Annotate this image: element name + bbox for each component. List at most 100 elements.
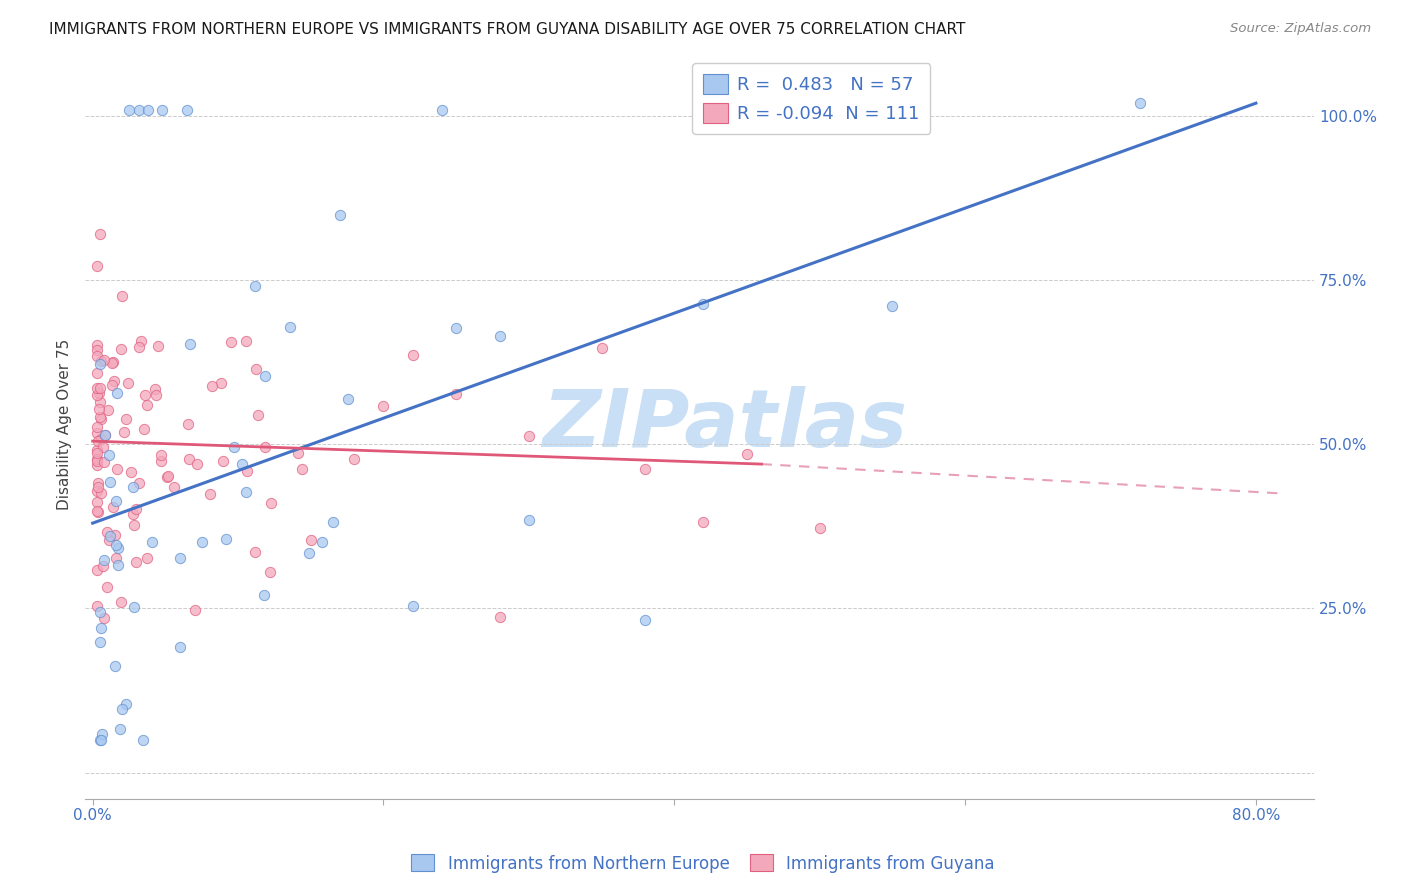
Point [401, 599, 423, 613]
Point [86, 504, 108, 518]
Point [1129, 96, 1152, 111]
Point [117, 376, 139, 390]
Point [86, 452, 108, 467]
Point [201, 379, 224, 393]
Point [98, 475, 121, 489]
Point [93, 553, 115, 567]
Point [231, 458, 253, 472]
Point [243, 545, 266, 559]
Point [882, 299, 904, 313]
Point [135, 398, 157, 412]
Point [93, 611, 115, 625]
Text: ZIPatlas: ZIPatlas [541, 385, 907, 464]
Point [517, 513, 540, 527]
Point [91, 727, 114, 741]
Point [186, 457, 208, 471]
Point [96, 580, 118, 594]
Point [103, 374, 125, 388]
Point [86, 495, 108, 509]
Point [692, 297, 714, 311]
Point [444, 321, 467, 335]
Y-axis label: Disability Age Over 75: Disability Age Over 75 [58, 339, 72, 510]
Point [111, 288, 134, 302]
Point [89, 732, 111, 747]
Point [247, 408, 270, 422]
Point [259, 566, 281, 580]
Point [107, 558, 129, 573]
Point [245, 361, 267, 376]
Point [86, 443, 108, 458]
Point [235, 485, 257, 500]
Point [89, 357, 111, 371]
Point [184, 603, 207, 617]
Point [125, 501, 148, 516]
Point [86, 420, 108, 434]
Point [245, 278, 267, 293]
Point [86, 505, 108, 519]
Point [124, 517, 146, 532]
Point [212, 454, 235, 468]
Point [98, 448, 121, 462]
Point [120, 465, 142, 479]
Point [86, 454, 108, 468]
Point [104, 528, 127, 542]
Point [90, 486, 112, 500]
Point [101, 500, 124, 514]
Point [634, 462, 657, 476]
Text: Source: ZipAtlas.com: Source: ZipAtlas.com [1230, 22, 1371, 36]
Point [105, 462, 128, 476]
Point [155, 470, 177, 484]
Point [128, 340, 150, 354]
Point [179, 452, 201, 467]
Point [132, 732, 155, 747]
Point [89, 410, 111, 425]
Point [236, 464, 259, 478]
Point [86, 343, 108, 358]
Point [808, 521, 831, 535]
Point [190, 534, 212, 549]
Point [591, 341, 613, 355]
Point [253, 589, 276, 603]
Point [401, 348, 423, 362]
Point [86, 484, 108, 499]
Point [692, 515, 714, 529]
Point [329, 208, 352, 222]
Point [198, 487, 221, 501]
Point [101, 356, 124, 370]
Point [115, 697, 138, 711]
Point [121, 508, 143, 522]
Point [430, 103, 453, 117]
Point [91, 440, 114, 454]
Point [87, 401, 110, 416]
Point [121, 480, 143, 494]
Point [222, 441, 245, 455]
Point [93, 352, 115, 367]
Point [87, 434, 110, 448]
Text: IMMIGRANTS FROM NORTHERN EUROPE VS IMMIGRANTS FROM GUYANA DISABILITY AGE OVER 75: IMMIGRANTS FROM NORTHERN EUROPE VS IMMIG… [49, 22, 966, 37]
Point [87, 480, 110, 494]
Point [149, 449, 172, 463]
Point [219, 334, 242, 349]
Point [634, 613, 657, 627]
Point [156, 469, 179, 483]
Point [93, 455, 115, 469]
Point [94, 427, 117, 442]
Point [735, 447, 758, 461]
Point [136, 103, 159, 117]
Point [128, 103, 150, 117]
Point [107, 541, 129, 556]
Point [253, 440, 276, 454]
Point [105, 551, 128, 566]
Point [90, 732, 112, 747]
Point [86, 260, 108, 274]
Point [299, 533, 322, 547]
Point [343, 452, 366, 467]
Point [98, 529, 121, 543]
Point [89, 381, 111, 395]
Point [86, 599, 108, 613]
Point [86, 458, 108, 472]
Point [260, 496, 283, 510]
Point [131, 334, 153, 348]
Point [89, 395, 111, 409]
Point [103, 658, 125, 673]
